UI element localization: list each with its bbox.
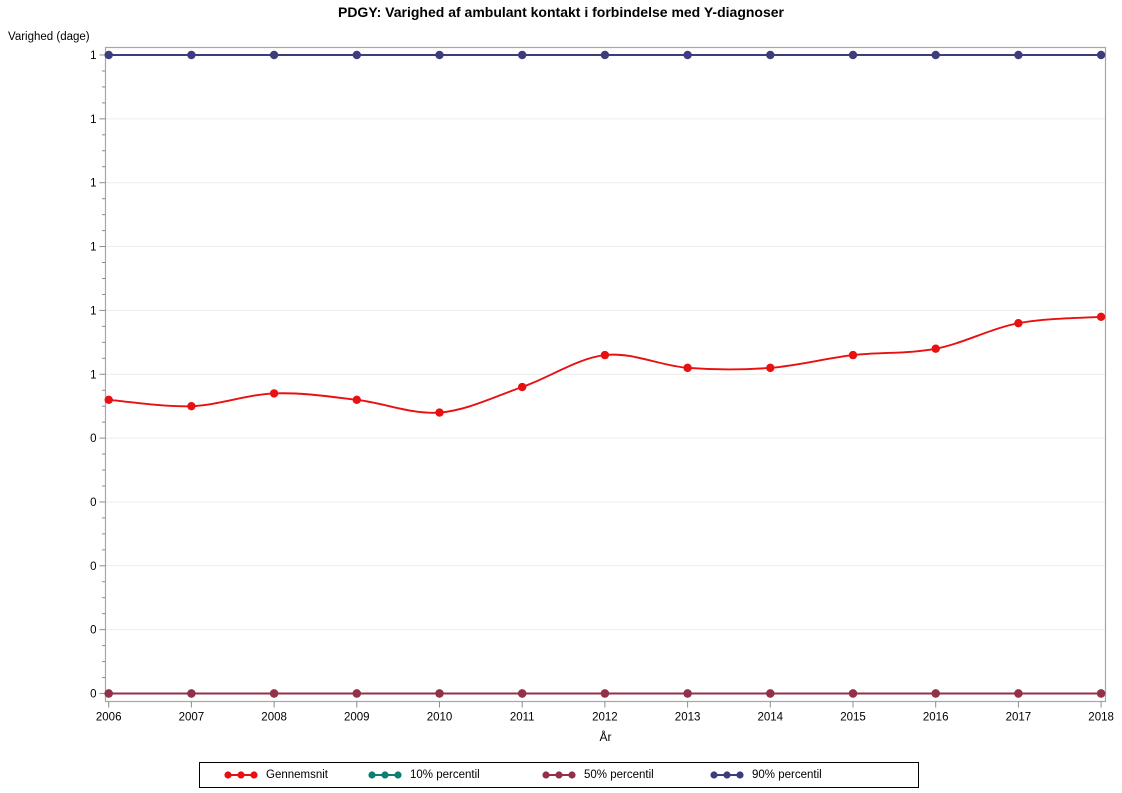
legend-marker-icon xyxy=(224,771,258,779)
legend-item-gennemsnit: Gennemsnit xyxy=(223,763,328,787)
y-tick-label: 0 xyxy=(90,625,96,637)
y-tick-label: 1 xyxy=(90,114,96,126)
data-point xyxy=(600,50,610,60)
series-90-percentil xyxy=(104,50,1106,60)
data-point xyxy=(187,401,196,411)
x-tick-label: 2010 xyxy=(427,712,453,724)
data-point xyxy=(683,689,692,698)
legend: Gennemsnit 10% percentil 50% percentil 90% … xyxy=(199,762,919,788)
data-point xyxy=(352,50,361,60)
x-tick-labels: 2006 2007 2008 2009 2010 2011 2012 2013 2014 2015… xyxy=(96,712,1114,724)
data-point xyxy=(435,689,444,698)
data-point xyxy=(848,350,858,360)
data-point xyxy=(1014,689,1023,698)
x-tick-label: 2008 xyxy=(261,712,287,724)
data-point xyxy=(518,382,527,392)
x-tick-label: 2007 xyxy=(179,712,205,724)
y-tick-labels: 0 0 0 0 0 1 1 1 1 1 1 xyxy=(90,50,96,701)
data-point xyxy=(518,50,527,60)
data-point xyxy=(1014,50,1023,60)
x-tick-label: 2013 xyxy=(675,712,701,724)
data-point xyxy=(766,363,775,373)
legend-marker-icon xyxy=(542,771,576,779)
legend-item-90-percentil: 90% percentil xyxy=(709,763,822,787)
data-point xyxy=(1096,689,1106,698)
data-point xyxy=(848,689,858,698)
y-tick-label: 1 xyxy=(90,369,96,381)
x-axis-title: År xyxy=(599,730,612,744)
y-tick-label: 0 xyxy=(90,689,96,701)
x-axis-ticks xyxy=(108,701,1102,708)
data-point xyxy=(1096,312,1106,321)
y-axis-ticks xyxy=(99,54,106,694)
data-point xyxy=(766,50,775,60)
data-point xyxy=(269,389,279,398)
y-tick-label: 0 xyxy=(90,561,96,573)
y-tick-label: 0 xyxy=(90,433,96,445)
data-point xyxy=(766,689,775,698)
chart-title: PDGY: Varighed af ambulant kontakt i for… xyxy=(337,4,785,20)
legend-label: Gennemsnit xyxy=(266,769,329,781)
data-point xyxy=(269,689,279,698)
series-50-percentil xyxy=(104,689,1106,698)
series-gennemsnit xyxy=(104,312,1106,417)
legend-item-50-percentil: 50% percentil xyxy=(541,763,654,787)
data-point xyxy=(352,689,361,698)
data-point xyxy=(187,50,196,60)
legend-label: 90% percentil xyxy=(752,769,822,781)
x-tick-label: 2011 xyxy=(510,712,535,724)
data-point xyxy=(931,344,940,353)
y-tick-label: 1 xyxy=(90,178,96,190)
y-tick-label: 1 xyxy=(90,305,96,317)
legend-label: 50% percentil xyxy=(584,769,654,781)
x-tick-label: 2014 xyxy=(758,712,784,724)
y-axis-title: Varighed (dage) xyxy=(8,31,90,43)
data-point xyxy=(848,50,858,60)
legend-marker-icon xyxy=(710,771,744,779)
x-tick-label: 2017 xyxy=(1006,712,1032,724)
x-tick-label: 2018 xyxy=(1088,712,1114,724)
data-point xyxy=(683,50,692,60)
x-tick-label: 2006 xyxy=(96,712,122,724)
x-tick-label: 2009 xyxy=(344,712,370,724)
data-point xyxy=(1096,50,1106,60)
data-point xyxy=(931,50,940,60)
data-point xyxy=(104,395,113,404)
data-point xyxy=(187,689,196,698)
legend-item-10-percentil: 10% percentil xyxy=(367,763,480,787)
data-point xyxy=(269,50,279,60)
data-point xyxy=(600,689,610,698)
y-tick-label: 0 xyxy=(90,497,96,509)
y-tick-label: 1 xyxy=(90,242,96,254)
data-point xyxy=(518,689,527,698)
x-tick-label: 2016 xyxy=(923,712,949,724)
x-tick-label: 2015 xyxy=(840,712,866,724)
data-point xyxy=(104,50,113,60)
y-tick-label: 1 xyxy=(90,50,96,62)
legend-marker-icon xyxy=(368,771,402,779)
data-point xyxy=(1014,318,1023,328)
legend-label: 10% percentil xyxy=(410,769,480,781)
x-tick-label: 2012 xyxy=(592,712,618,724)
data-point xyxy=(683,363,692,373)
data-point xyxy=(435,408,444,417)
data-point xyxy=(435,50,444,60)
data-point xyxy=(600,350,610,360)
data-point xyxy=(352,395,361,404)
data-point xyxy=(931,689,940,698)
data-point xyxy=(104,689,113,698)
